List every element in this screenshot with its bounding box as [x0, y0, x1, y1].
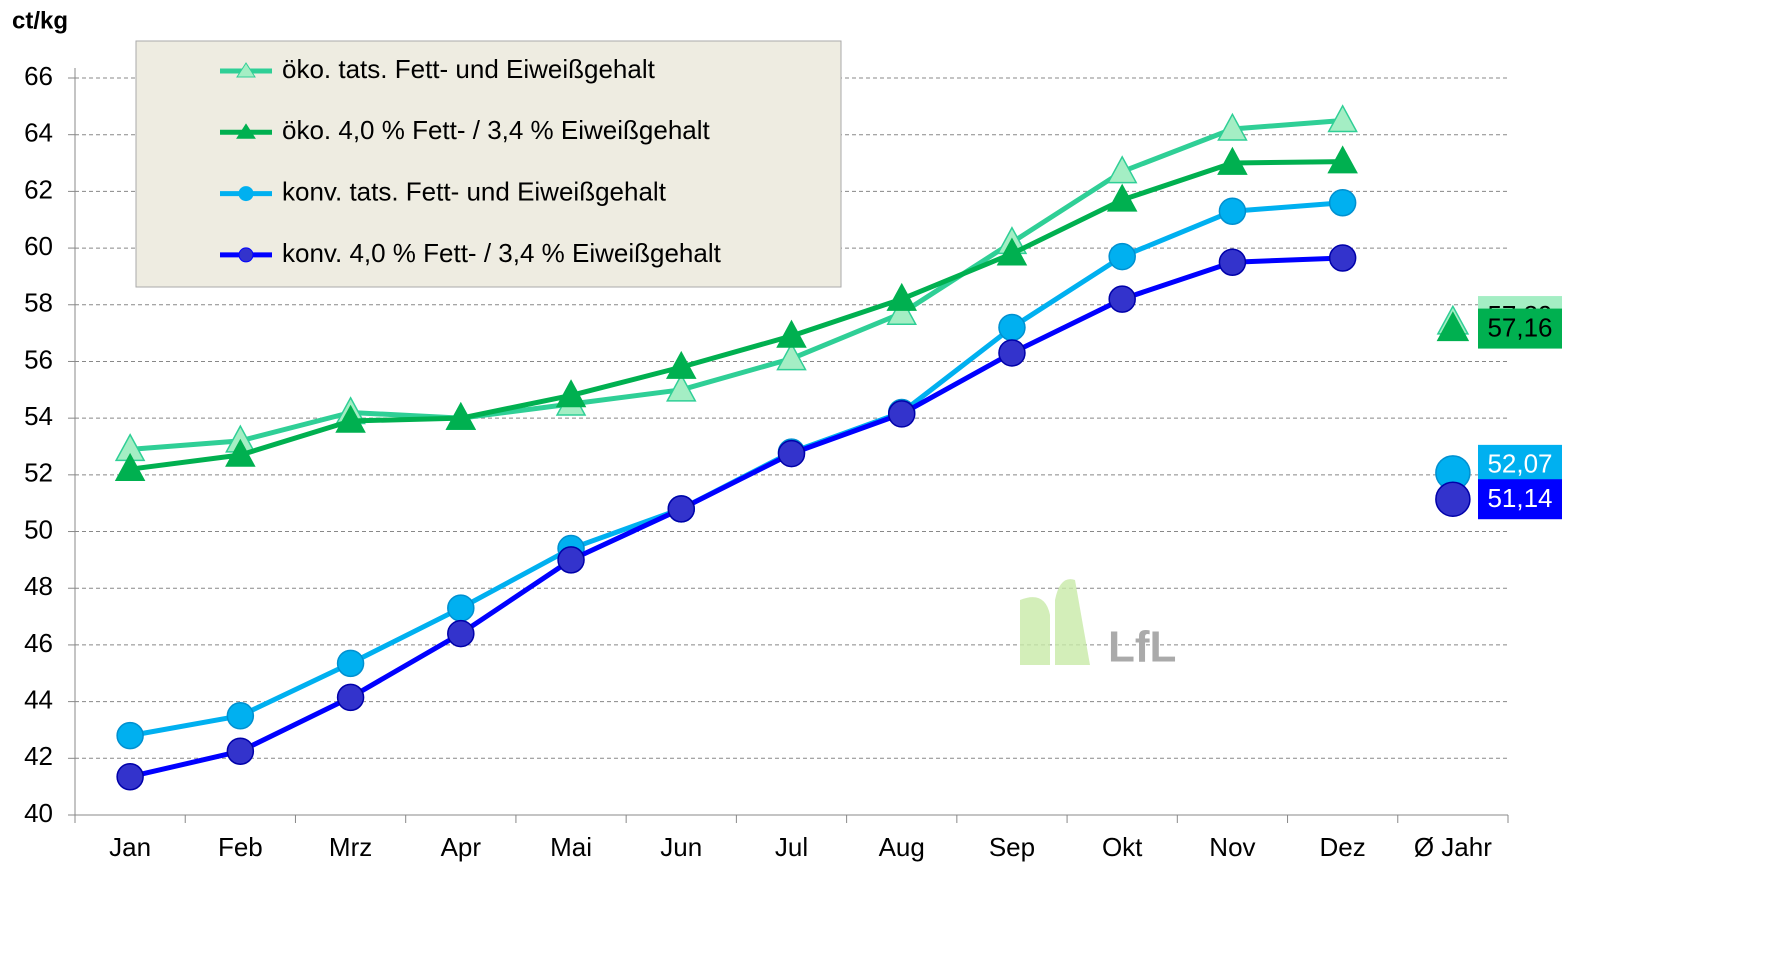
series-line [129, 118, 1343, 452]
marker [1436, 311, 1470, 342]
legend-marker [238, 186, 254, 202]
legend-marker [236, 62, 256, 78]
marker [996, 237, 1028, 266]
marker [1217, 112, 1248, 141]
y-tick-label: 60 [24, 231, 53, 261]
y-tick-label: 54 [24, 401, 53, 431]
y-tick-label: 46 [24, 628, 53, 658]
legend-label: konv. 4,0 % Fett- / 3,4 % Eiweißgehalt [282, 238, 722, 268]
marker [1327, 104, 1358, 133]
x-tick-label: Nov [1209, 832, 1255, 862]
legend-label: öko. tats. Fett- und Eiweißgehalt [282, 54, 656, 84]
y-tick-label: 42 [24, 741, 53, 771]
marker [447, 619, 475, 648]
marker [447, 594, 475, 622]
y-tick-label: 44 [24, 684, 53, 714]
marker [1328, 244, 1357, 272]
y-tick-label: 56 [24, 344, 53, 374]
marker [445, 401, 477, 430]
marker [1327, 145, 1358, 174]
series-line [129, 159, 1343, 472]
marker [998, 339, 1026, 367]
marker [1108, 285, 1136, 313]
marker [226, 702, 255, 730]
x-tick-label: Jun [660, 832, 702, 862]
marker [887, 400, 916, 428]
marker [1435, 481, 1471, 517]
marker [114, 452, 146, 481]
marker [1108, 242, 1136, 271]
marker [777, 439, 806, 468]
marker [336, 649, 365, 678]
x-tick-label: Ø Jahr [1414, 832, 1492, 862]
y-tick-label: 40 [24, 798, 53, 828]
x-tick-label: Aug [879, 832, 925, 862]
marker [886, 297, 917, 326]
marker [776, 342, 807, 371]
y-tick-label: 62 [24, 174, 53, 204]
marker [1217, 146, 1248, 175]
x-tick-label: Jan [109, 832, 151, 862]
series-line [129, 255, 1343, 780]
marker [116, 721, 144, 750]
marker [336, 683, 365, 712]
legend-marker [238, 247, 254, 263]
x-tick-label: Feb [218, 832, 263, 862]
marker [666, 350, 697, 379]
marker [116, 762, 144, 791]
marker [225, 438, 256, 467]
marker [1218, 197, 1247, 225]
mean-label-box [1478, 308, 1562, 349]
legend-label: öko. 4,0 % Fett- / 3,4 % Eiweißgehalt [282, 115, 711, 145]
marker [1218, 248, 1247, 276]
marker [886, 282, 917, 311]
x-tick-label: Apr [441, 832, 482, 862]
marker [998, 313, 1026, 342]
y-tick-label: 58 [24, 288, 53, 318]
legend-label: konv. tats. Fett- und Eiweißgehalt [282, 176, 667, 206]
y-tick-label: 50 [24, 514, 53, 544]
marker [667, 495, 696, 523]
x-tick-label: Mai [550, 832, 592, 862]
legend-marker [236, 123, 256, 139]
x-tick-label: Okt [1102, 832, 1143, 862]
marker [666, 373, 697, 402]
y-axis-label: ct/kg [12, 7, 68, 34]
marker [557, 546, 585, 574]
logo: LfL [1108, 623, 1176, 672]
marker [1328, 188, 1357, 217]
y-tick-label: 52 [24, 458, 53, 488]
x-tick-label: Dez [1320, 832, 1366, 862]
marker [776, 319, 807, 348]
marker [226, 737, 255, 765]
y-tick-label: 64 [24, 118, 53, 148]
mean-label-box [1478, 479, 1562, 520]
x-tick-label: Jul [775, 832, 808, 862]
mean-label: 52,07 [1487, 449, 1552, 479]
mean-label: 57,16 [1487, 312, 1552, 342]
logo-leaf [1020, 579, 1090, 665]
marker [1106, 183, 1138, 212]
y-tick-label: 48 [24, 571, 53, 601]
y-tick-label: 66 [24, 61, 53, 91]
mean-label: 51,14 [1487, 483, 1552, 513]
x-tick-label: Sep [989, 832, 1035, 862]
marker [1106, 155, 1138, 184]
marker [335, 404, 366, 433]
marker [555, 379, 587, 408]
x-tick-label: Mrz [329, 832, 372, 862]
mean-label-box [1478, 444, 1562, 485]
legend-box [135, 40, 842, 288]
